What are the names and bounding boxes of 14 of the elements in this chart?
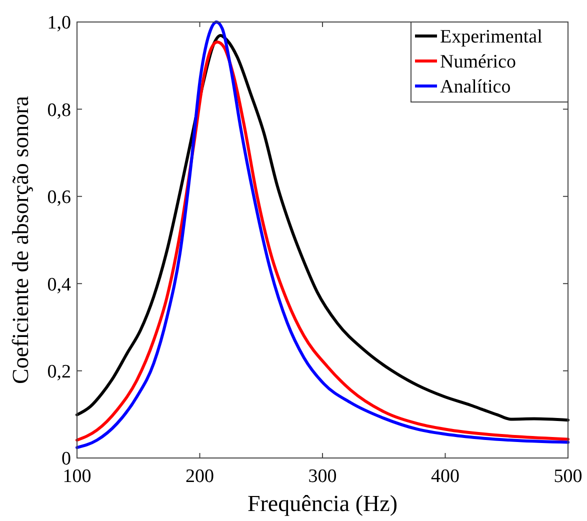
x-axis-title: Frequência (Hz) <box>247 491 398 516</box>
legend-label: Experimental <box>440 26 542 48</box>
x-tick-label: 200 <box>186 466 214 487</box>
y-tick-label: 0,2 <box>47 361 71 382</box>
x-tick-label: 300 <box>308 466 337 487</box>
y-tick-label: 0,6 <box>47 187 71 208</box>
x-tick-label: 400 <box>431 466 460 487</box>
x-tick-label: 500 <box>554 466 582 487</box>
y-tick-label: 0,4 <box>47 274 72 296</box>
y-tick-label: 1,0 <box>47 12 71 34</box>
legend-label: Analítico <box>440 76 511 98</box>
y-tick-label: 0,8 <box>47 100 71 121</box>
legend-label: Numérico <box>440 52 516 73</box>
y-axis-title: Coeficiente de absorção sonora <box>8 96 33 384</box>
